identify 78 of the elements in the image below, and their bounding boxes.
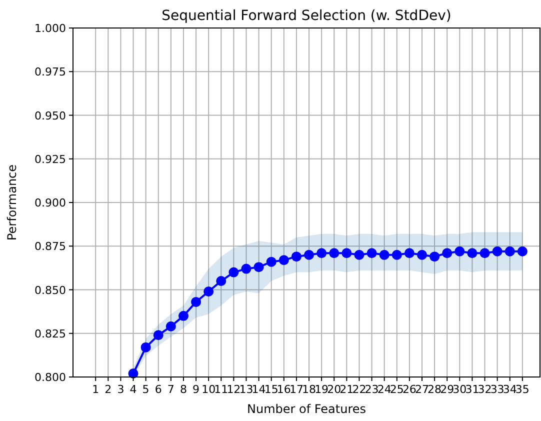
point (304, 250, 314, 260)
point (254, 262, 264, 272)
x-tick-label: 9 (192, 383, 200, 396)
point (329, 248, 340, 258)
x-tick-label: 28 (428, 383, 442, 396)
point (442, 248, 452, 258)
x-tick-label: 24 (377, 383, 392, 396)
x-tick-label: 7 (167, 383, 174, 396)
point (278, 255, 289, 266)
x-tick-label: 35 (515, 383, 530, 396)
point (241, 264, 252, 274)
y-tick-label: 0.825 (34, 327, 66, 340)
x-tick-label: 1 (92, 383, 100, 396)
point (504, 246, 515, 256)
point (266, 256, 276, 267)
point (153, 330, 164, 340)
point (216, 276, 226, 286)
point (191, 296, 202, 307)
y-tick-label: 0.800 (34, 371, 66, 384)
x-tick-label: 12 (226, 383, 241, 396)
x-tick-label: 14 (252, 383, 266, 396)
point (178, 310, 188, 321)
x-tick-label: 3 (117, 383, 124, 396)
x-tick-label: 21 (340, 383, 354, 396)
x-tick-label: 25 (390, 383, 404, 396)
x-tick-label: 6 (154, 383, 162, 396)
point (454, 246, 465, 256)
y-axis-title: Performance (5, 164, 19, 241)
y-tick-label: 0.900 (34, 196, 66, 210)
x-tick-label: 31 (465, 383, 480, 396)
x-tick-label: 18 (302, 383, 316, 396)
point (366, 248, 377, 258)
x-tick-label: 16 (276, 383, 291, 396)
x-tick-label: 13 (239, 383, 254, 396)
point (379, 250, 390, 260)
y-tick-label: 0.850 (34, 284, 66, 297)
x-tick-label: 20 (327, 383, 342, 396)
point (166, 321, 176, 332)
point (354, 250, 364, 260)
x-tick-label: 27 (414, 383, 429, 396)
x-axis-title: Number of Features (247, 402, 366, 416)
point (492, 246, 502, 256)
point (480, 248, 490, 258)
x-tick-label: 11 (214, 383, 228, 396)
point (404, 248, 414, 258)
x-tick-label: 15 (264, 383, 278, 396)
x-tick-label: 30 (452, 383, 467, 396)
chart-title: Sequential Forward Selection (w. StdDev) (162, 8, 452, 24)
point (316, 248, 327, 258)
point (228, 267, 239, 278)
x-tick-label: 5 (142, 383, 150, 396)
point (140, 342, 151, 352)
y-tick-label: 1.000 (34, 22, 66, 35)
y-tick-label: 0.875 (34, 240, 66, 254)
x-tick-label: 33 (490, 383, 504, 396)
x-tick-label: 17 (289, 383, 304, 396)
x-tick-label: 32 (478, 383, 492, 396)
x-tick-label: 29 (440, 383, 454, 396)
x-tick-label: 26 (402, 383, 416, 396)
x-tick-label: 22 (352, 383, 366, 396)
x-tick-label: 23 (364, 383, 379, 396)
y-tick-label: 0.950 (34, 109, 66, 122)
point (517, 246, 528, 256)
point (204, 286, 214, 296)
point (291, 252, 302, 262)
x-tick-label: 4 (130, 383, 137, 396)
x-tick-label: 8 (180, 383, 187, 396)
x-tick-label: 34 (502, 383, 517, 396)
point (342, 248, 352, 258)
y-tick-label: 0.925 (34, 152, 66, 166)
y-tick-label: 0.975 (34, 66, 66, 79)
point (392, 250, 402, 260)
point (416, 250, 427, 260)
x-tick-label: 10 (202, 383, 216, 396)
x-tick-label: 19 (314, 383, 329, 396)
point (430, 252, 440, 262)
x-tick-label: 2 (104, 383, 112, 396)
point (467, 248, 478, 258)
